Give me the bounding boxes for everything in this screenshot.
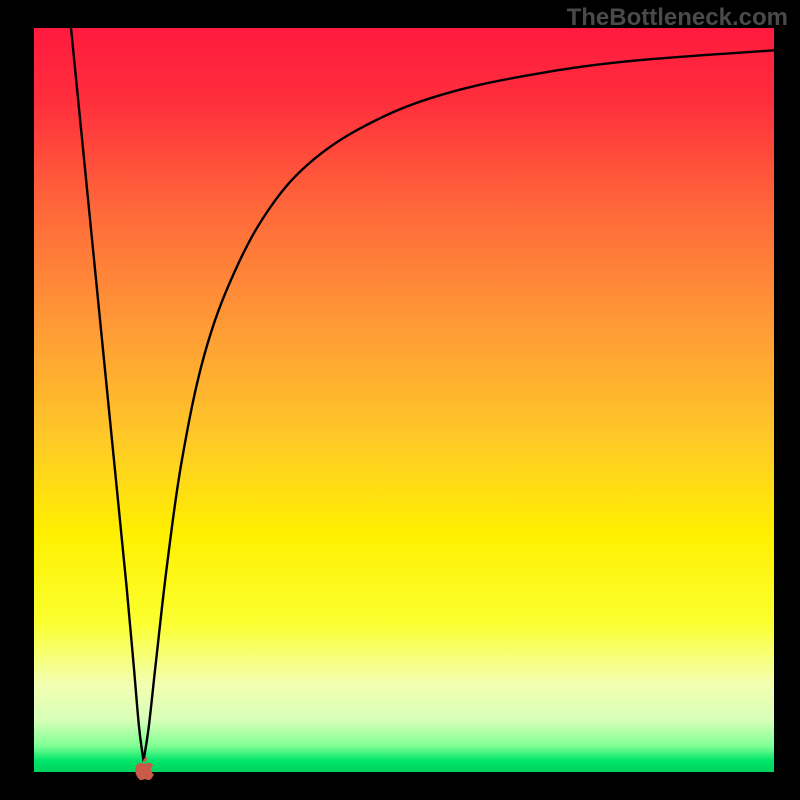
- curve-layer: [34, 28, 774, 772]
- minimum-marker: [131, 754, 157, 780]
- chart-container: TheBottleneck.com: [0, 0, 800, 800]
- apple-icon: [135, 757, 154, 780]
- right-branch-curve: [144, 50, 774, 761]
- watermark-text: TheBottleneck.com: [567, 4, 788, 32]
- plot-area: [34, 28, 774, 772]
- left-branch-curve: [71, 28, 144, 761]
